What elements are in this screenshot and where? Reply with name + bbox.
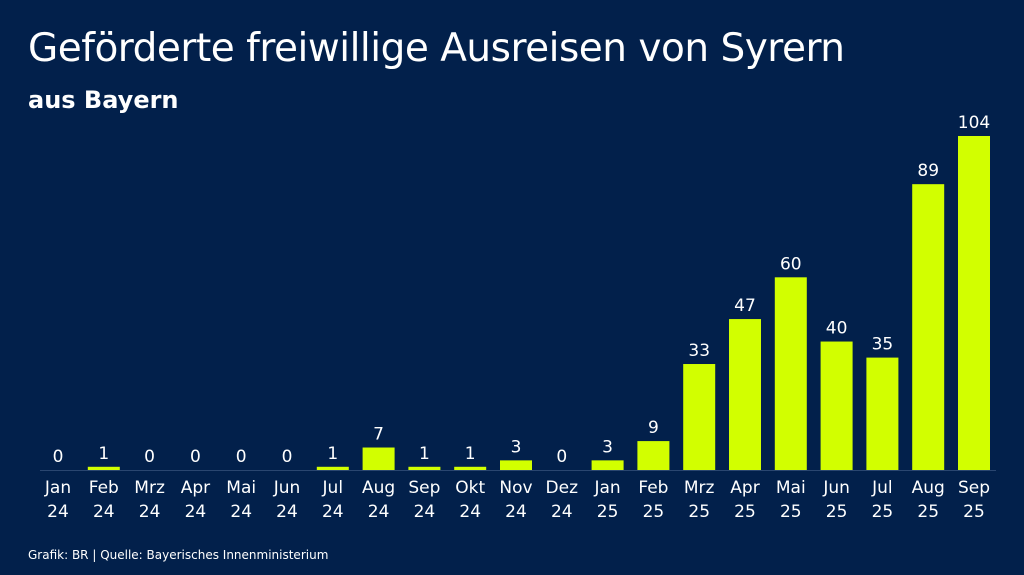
data-label: 47: [734, 296, 756, 316]
bar: [362, 447, 395, 470]
x-tick-label-year: 25: [872, 502, 894, 522]
x-tick-label-year: 25: [688, 502, 710, 522]
x-tick-label-month: Mrz: [684, 478, 715, 498]
data-label: 0: [53, 447, 64, 467]
x-tick-label-month: Feb: [638, 478, 668, 498]
x-tick-label-month: Sep: [408, 478, 440, 498]
x-tick-label-year: 24: [505, 502, 527, 522]
data-label: 89: [917, 161, 939, 181]
data-label: 0: [282, 447, 293, 467]
x-tick-label-month: Jan: [44, 478, 71, 498]
x-tick-label-year: 25: [643, 502, 665, 522]
bar: [729, 319, 761, 470]
chart-title: Geförderte freiwillige Ausreisen von Syr…: [28, 26, 845, 71]
x-tick-label-year: 24: [185, 502, 207, 522]
x-tick-label-year: 24: [459, 502, 481, 522]
data-label: 3: [511, 437, 522, 457]
x-tick-label-month: Apr: [181, 478, 210, 498]
chart-subtitle: aus Bayern: [28, 86, 179, 114]
x-tick-label-year: 25: [734, 502, 756, 522]
x-tick-label-year: 25: [597, 502, 619, 522]
x-tick-label-year: 25: [826, 502, 848, 522]
x-tick-label-year: 24: [551, 502, 573, 522]
bar: [87, 466, 120, 470]
bar: [820, 341, 853, 470]
data-label: 104: [958, 113, 990, 133]
x-tick-label-year: 24: [322, 502, 344, 522]
bar: [866, 357, 899, 470]
x-tick-label-month: Aug: [912, 478, 945, 498]
bar: [912, 184, 945, 470]
data-label: 9: [648, 418, 659, 438]
x-tick-label-month: Nov: [499, 478, 532, 498]
x-tick-label-month: Sep: [958, 478, 990, 498]
bar: [774, 277, 807, 470]
x-tick-label-month: Mai: [226, 478, 256, 498]
data-label: 0: [236, 447, 247, 467]
bar: [408, 466, 441, 470]
data-label: 35: [872, 335, 894, 355]
x-tick-label-year: 25: [963, 502, 985, 522]
bar: [683, 364, 716, 470]
x-tick-label-month: Jun: [822, 478, 850, 498]
x-tick-label-month: Jan: [593, 478, 620, 498]
bar: [454, 466, 487, 470]
bar: [958, 136, 990, 470]
bar: [500, 460, 532, 470]
data-label: 0: [144, 447, 155, 467]
x-tick-label-year: 24: [230, 502, 252, 522]
data-label: 0: [556, 447, 567, 467]
x-tick-label-year: 24: [276, 502, 298, 522]
x-tick-label-year: 24: [93, 502, 115, 522]
data-label: 1: [465, 444, 476, 464]
data-label: 7: [373, 425, 384, 445]
data-label: 0: [190, 447, 201, 467]
x-tick-label-month: Jul: [871, 478, 893, 498]
x-tick-label-month: Okt: [455, 478, 485, 498]
x-tick-label-year: 25: [780, 502, 802, 522]
data-label: 40: [826, 319, 848, 339]
x-tick-label-year: 24: [414, 502, 436, 522]
data-label: 60: [780, 254, 802, 274]
source-note: Grafik: BR | Quelle: Bayerisches Innenmi…: [28, 548, 329, 562]
x-tick-label-month: Jun: [273, 478, 301, 498]
data-label: 3: [602, 437, 613, 457]
x-tick-label-month: Dez: [546, 478, 579, 498]
bar: [591, 460, 624, 470]
x-tick-label-month: Mrz: [134, 478, 165, 498]
data-label: 1: [98, 444, 109, 464]
x-tick-label-year: 24: [368, 502, 390, 522]
data-label: 1: [419, 444, 430, 464]
x-tick-label-month: Apr: [730, 478, 759, 498]
x-tick-label-month: Feb: [89, 478, 119, 498]
data-label: 1: [327, 444, 338, 464]
x-tick-label-month: Aug: [362, 478, 395, 498]
bar: [316, 466, 349, 470]
bar: [637, 441, 670, 470]
x-tick-label-year: 24: [47, 502, 69, 522]
data-label: 33: [688, 341, 710, 361]
x-tick-label-month: Jul: [322, 478, 344, 498]
x-tick-label-year: 25: [917, 502, 939, 522]
x-tick-label-year: 24: [139, 502, 161, 522]
x-tick-label-month: Mai: [776, 478, 806, 498]
